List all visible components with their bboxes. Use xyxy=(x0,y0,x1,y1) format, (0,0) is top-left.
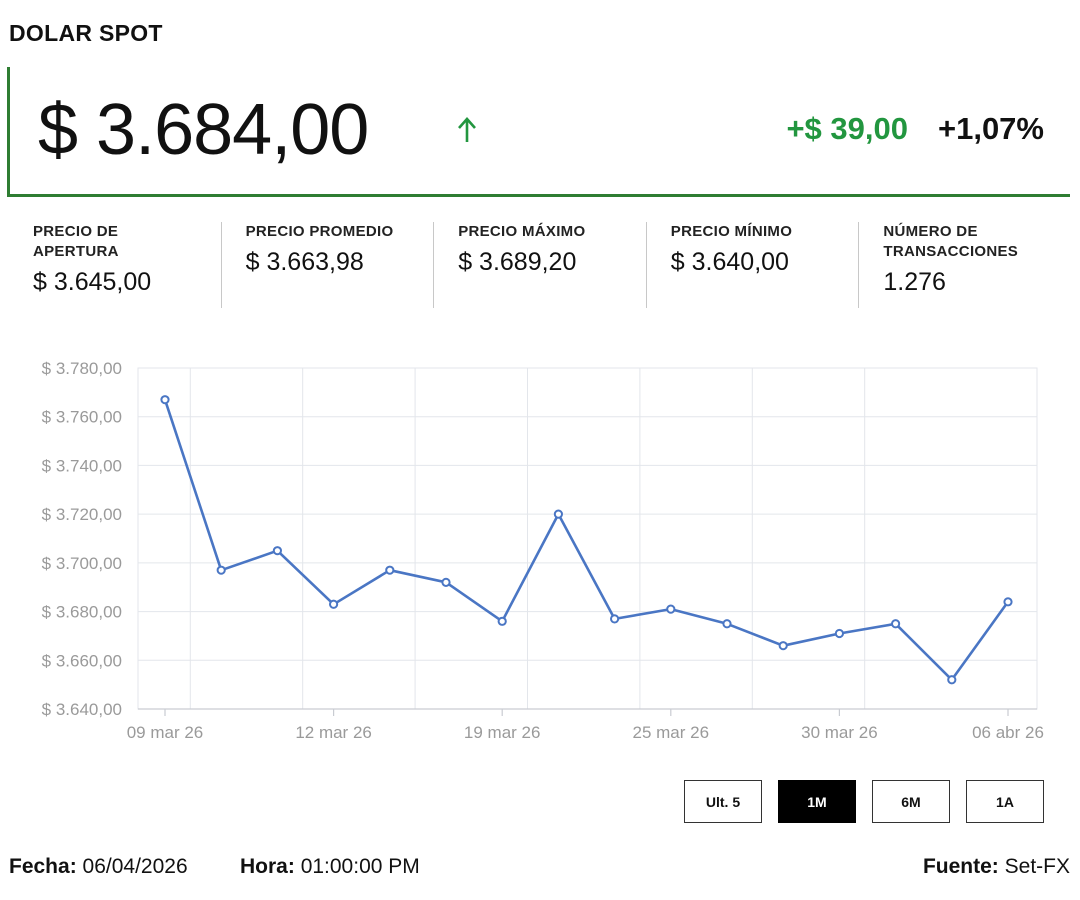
footer-time: Hora: 01:00:00 PM xyxy=(240,855,420,879)
price-change-percent: +1,07% xyxy=(937,111,1044,146)
stat-label: NÚMERO DE TRANSACCIONES xyxy=(883,223,1019,260)
data-point xyxy=(947,675,957,685)
data-point xyxy=(385,565,395,575)
price-line-chart: $ 3.780,00 $ 3.760,00 $ 3.740,00 $ 3.720,00… xyxy=(42,359,1044,742)
footer-date: Fecha: 06/04/2026 xyxy=(9,855,188,879)
data-point xyxy=(441,577,451,587)
date-value: 06/04/2026 xyxy=(82,855,188,878)
stats-row: PRECIO DE APERTURA $ 3.645,00 PRECIO PRO… xyxy=(9,222,1071,308)
stat-value: $ 3.663,98 xyxy=(245,248,364,276)
arrow-up-icon xyxy=(458,117,476,142)
data-point xyxy=(778,641,788,651)
plot-area xyxy=(137,367,1038,710)
time-label: Hora: xyxy=(240,855,295,878)
stat-label: PRECIO DE APERTURA xyxy=(33,223,119,260)
stat-value: $ 3.640,00 xyxy=(670,248,789,276)
stat-label: PRECIO PROMEDIO xyxy=(245,223,394,240)
x-tick-label: 30 mar 26 xyxy=(801,723,878,742)
data-point xyxy=(329,599,339,609)
footer-source: Fuente: Set-FX xyxy=(923,855,1070,879)
data-point xyxy=(1003,597,1013,607)
range-button-last5[interactable]: Ult. 5 xyxy=(684,780,762,823)
data-point xyxy=(666,604,676,614)
data-point xyxy=(891,619,901,629)
time-value: 01:00:00 PM xyxy=(300,855,420,878)
source-label: Fuente: xyxy=(922,855,999,878)
stat-opening-price: PRECIO DE APERTURA $ 3.645,00 xyxy=(9,222,221,308)
y-tick-label: $ 3.680,00 xyxy=(42,603,122,622)
stat-transaction-count: NÚMERO DE TRANSACCIONES 1.276 xyxy=(858,222,1071,308)
range-button-6m[interactable]: 6M xyxy=(872,780,950,823)
y-tick-label: $ 3.720,00 xyxy=(42,505,122,524)
x-tick-label: 09 mar 26 xyxy=(127,723,204,742)
stat-value: $ 3.645,00 xyxy=(33,268,152,296)
y-tick-label: $ 3.780,00 xyxy=(42,359,122,378)
data-point xyxy=(553,509,564,519)
price-change-absolute: +$ 39,00 xyxy=(786,111,908,146)
x-tick-label: 06 abr 26 xyxy=(972,723,1044,742)
page-title: DOLAR SPOT xyxy=(9,20,163,46)
x-tick-label: 25 mar 26 xyxy=(633,723,710,742)
data-point xyxy=(834,628,845,639)
y-tick-label: $ 3.660,00 xyxy=(42,651,122,670)
range-button-1m[interactable]: 1M xyxy=(778,780,856,823)
stat-label: PRECIO MÍNIMO xyxy=(670,223,793,240)
stat-label: PRECIO MÁXIMO xyxy=(458,223,586,240)
range-selector: Ult. 5 1M 6M 1A xyxy=(684,780,1044,823)
stat-max-price: PRECIO MÁXIMO $ 3.689,20 xyxy=(433,222,646,308)
data-point xyxy=(610,614,620,624)
stat-min-price: PRECIO MÍNIMO $ 3.640,00 xyxy=(645,222,859,308)
y-tick-label: $ 3.640,00 xyxy=(42,700,122,719)
data-point xyxy=(272,546,282,556)
current-price: $ 3.684,00 xyxy=(38,90,369,170)
stat-value: $ 3.689,20 xyxy=(458,248,577,276)
x-tick-label: 19 mar 26 xyxy=(464,723,541,742)
range-button-1a[interactable]: 1A xyxy=(966,780,1044,823)
stat-value: 1.276 xyxy=(883,268,946,296)
y-tick-label: $ 3.740,00 xyxy=(42,456,122,475)
data-point xyxy=(216,565,226,575)
stat-average-price: PRECIO PROMEDIO $ 3.663,98 xyxy=(220,222,434,308)
x-tick-label: 12 mar 26 xyxy=(295,723,372,742)
price-panel: $ 3.684,00 +$ 39,00 +1,07% xyxy=(7,67,1070,197)
data-point xyxy=(722,619,732,629)
source-value: Set-FX xyxy=(1004,855,1070,878)
data-point xyxy=(160,395,170,405)
y-tick-label: $ 3.700,00 xyxy=(42,554,122,573)
y-tick-label: $ 3.760,00 xyxy=(42,408,122,427)
series-line xyxy=(163,399,1010,682)
date-label: Fecha: xyxy=(9,855,77,878)
data-point xyxy=(497,616,507,626)
